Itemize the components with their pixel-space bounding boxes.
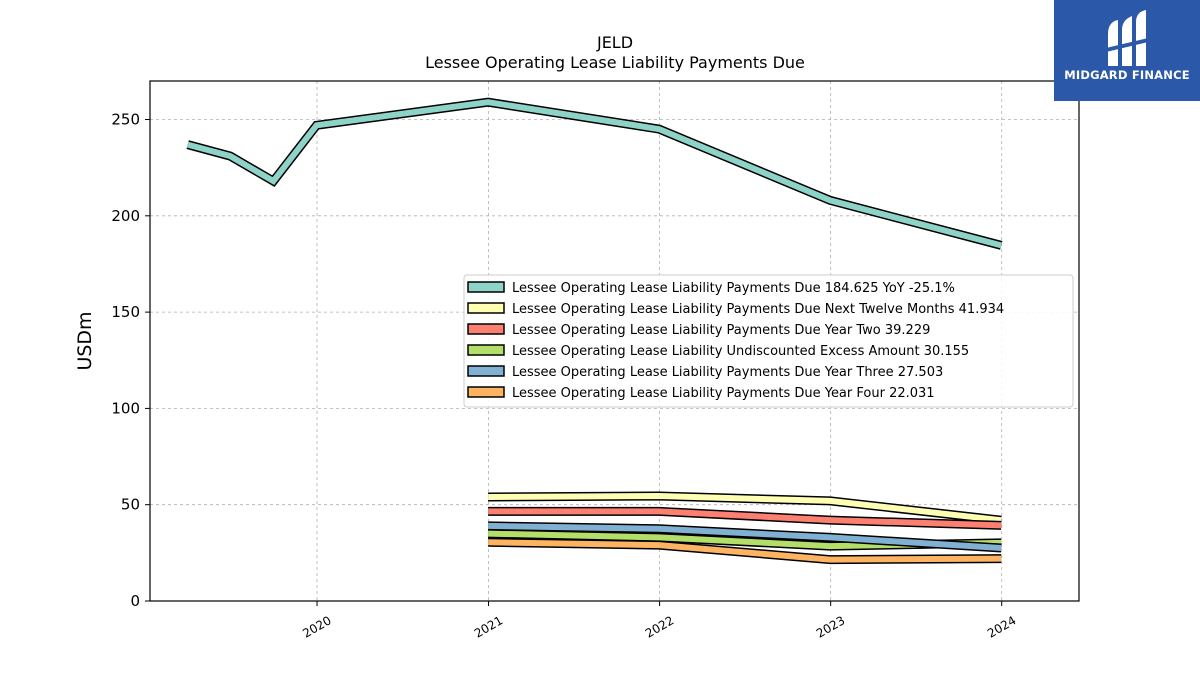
y-axis-label: USDm (74, 311, 96, 370)
y-tick-label: 0 (130, 592, 140, 610)
legend-entry: Lessee Operating Lease Liability Payment… (512, 281, 955, 296)
logo-text: MIDGARD FINANCE (1064, 68, 1190, 82)
y-tick-label: 50 (121, 496, 140, 514)
plot-frame (149, 80, 1080, 602)
series-line-fill (488, 522, 1002, 551)
series-line (488, 491, 1002, 525)
x-tick-label: 2020 (300, 613, 333, 640)
series-lines (186, 97, 1003, 565)
legend-entry: Lessee Operating Lease Liability Payment… (512, 365, 943, 380)
series-line-fill (488, 539, 1002, 563)
series-line-fill (488, 492, 1002, 524)
x-tick-label: 2024 (985, 613, 1018, 640)
legend: Lessee Operating Lease Liability Payment… (463, 274, 1074, 408)
legend-entry: Lessee Operating Lease Liability Undisco… (512, 344, 969, 359)
legend-swatch (467, 323, 505, 335)
legend-swatch (467, 344, 505, 356)
chart-subtitle: Lessee Operating Lease Liability Payment… (425, 53, 805, 72)
legend-entry: Lessee Operating Lease Liability Payment… (512, 386, 935, 401)
series-line (186, 97, 1003, 250)
legend-swatch (467, 365, 505, 377)
chart-title: JELD (596, 33, 633, 52)
x-axis: 2020 2021 2022 2023 2024 (300, 601, 1018, 641)
series-line-fill (488, 508, 1002, 529)
legend-box (463, 274, 1074, 408)
logo: MIDGARD FINANCE (1054, 0, 1200, 101)
x-tick-label: 2023 (814, 613, 847, 640)
series-line-fill (186, 99, 1002, 249)
legend-entry: Lessee Operating Lease Liability Payment… (512, 323, 930, 338)
y-tick-label: 100 (111, 399, 140, 417)
y-tick-label: 200 (111, 207, 140, 225)
y-axis: 0 50 100 150 200 250 (111, 111, 150, 610)
legend-entry: Lessee Operating Lease Liability Payment… (512, 302, 1004, 317)
series-line (488, 506, 1002, 530)
series-line-outline (186, 97, 1003, 250)
legend-swatch (467, 302, 505, 314)
legend-swatch (467, 281, 505, 293)
series-line (488, 537, 1002, 565)
y-tick-label: 150 (111, 303, 140, 321)
x-tick-label: 2021 (472, 613, 505, 640)
logo-mark-icon (1106, 10, 1148, 66)
series-line (488, 521, 1002, 553)
legend-swatch (467, 386, 505, 398)
y-tick-label: 250 (111, 111, 140, 129)
x-tick-label: 2022 (643, 613, 676, 640)
